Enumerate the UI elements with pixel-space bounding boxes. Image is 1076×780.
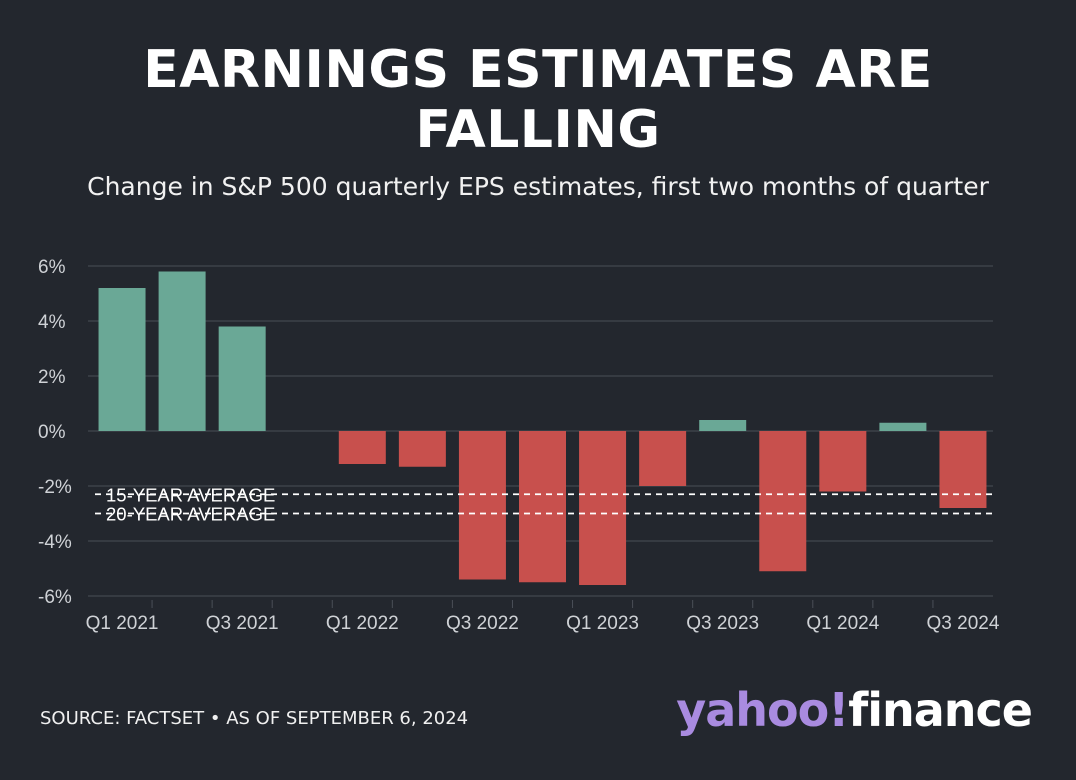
y-tick-label: 4%	[38, 312, 66, 333]
chart-subtitle: Change in S&P 500 quarterly EPS estimate…	[87, 172, 989, 201]
bar	[458, 431, 506, 580]
reference-line-label: 15-YEAR AVERAGE	[106, 484, 275, 505]
bar	[98, 288, 146, 431]
x-tick-label: Q1 2024	[806, 613, 879, 634]
y-tick-label: 6%	[38, 257, 66, 278]
bar	[218, 326, 266, 431]
title-line-2: FALLING	[415, 100, 661, 160]
reference-line-label: 20-YEAR AVERAGE	[106, 504, 275, 525]
bar	[699, 420, 747, 431]
bar	[519, 431, 566, 583]
bar	[879, 422, 927, 431]
bar	[158, 271, 206, 431]
x-tick-label: Q1 2022	[326, 613, 399, 634]
bar-chart: 6% 4% 2% 0% -2% -4% -6% 15-YEAR AVERAGE20-YEAR …	[38, 257, 1000, 634]
y-tick-label: 2%	[38, 367, 66, 388]
bar	[398, 431, 446, 467]
bar	[639, 431, 687, 486]
y-tick-label: -6%	[38, 587, 72, 608]
bar	[819, 431, 867, 492]
bar	[939, 431, 987, 508]
x-tick-label: Q1 2023	[566, 613, 639, 634]
title-line-1: EARNINGS ESTIMATES ARE	[143, 40, 933, 100]
logo-yahoo: yahoo!	[676, 683, 849, 737]
x-tick-label: Q3 2024	[927, 613, 1000, 634]
x-tick-label: Q3 2023	[686, 613, 759, 634]
source-note: SOURCE: FACTSET • AS OF SEPTEMBER 6, 202…	[40, 708, 469, 729]
y-tick-label: 0%	[38, 422, 66, 443]
y-tick-label: -2%	[38, 477, 72, 498]
bar	[338, 431, 386, 464]
x-tick-label: Q1 2021	[86, 613, 159, 634]
logo-finance: finance	[848, 683, 1033, 737]
yahoo-finance-logo: yahoo!finance	[676, 683, 1033, 737]
bar	[579, 431, 627, 585]
chart-title: EARNINGS ESTIMATES ARE FALLING	[0, 40, 1076, 160]
x-tick-label: Q3 2021	[206, 613, 279, 634]
y-tick-label: -4%	[38, 532, 72, 553]
x-tick-label: Q3 2022	[446, 613, 519, 634]
bar	[759, 431, 807, 572]
